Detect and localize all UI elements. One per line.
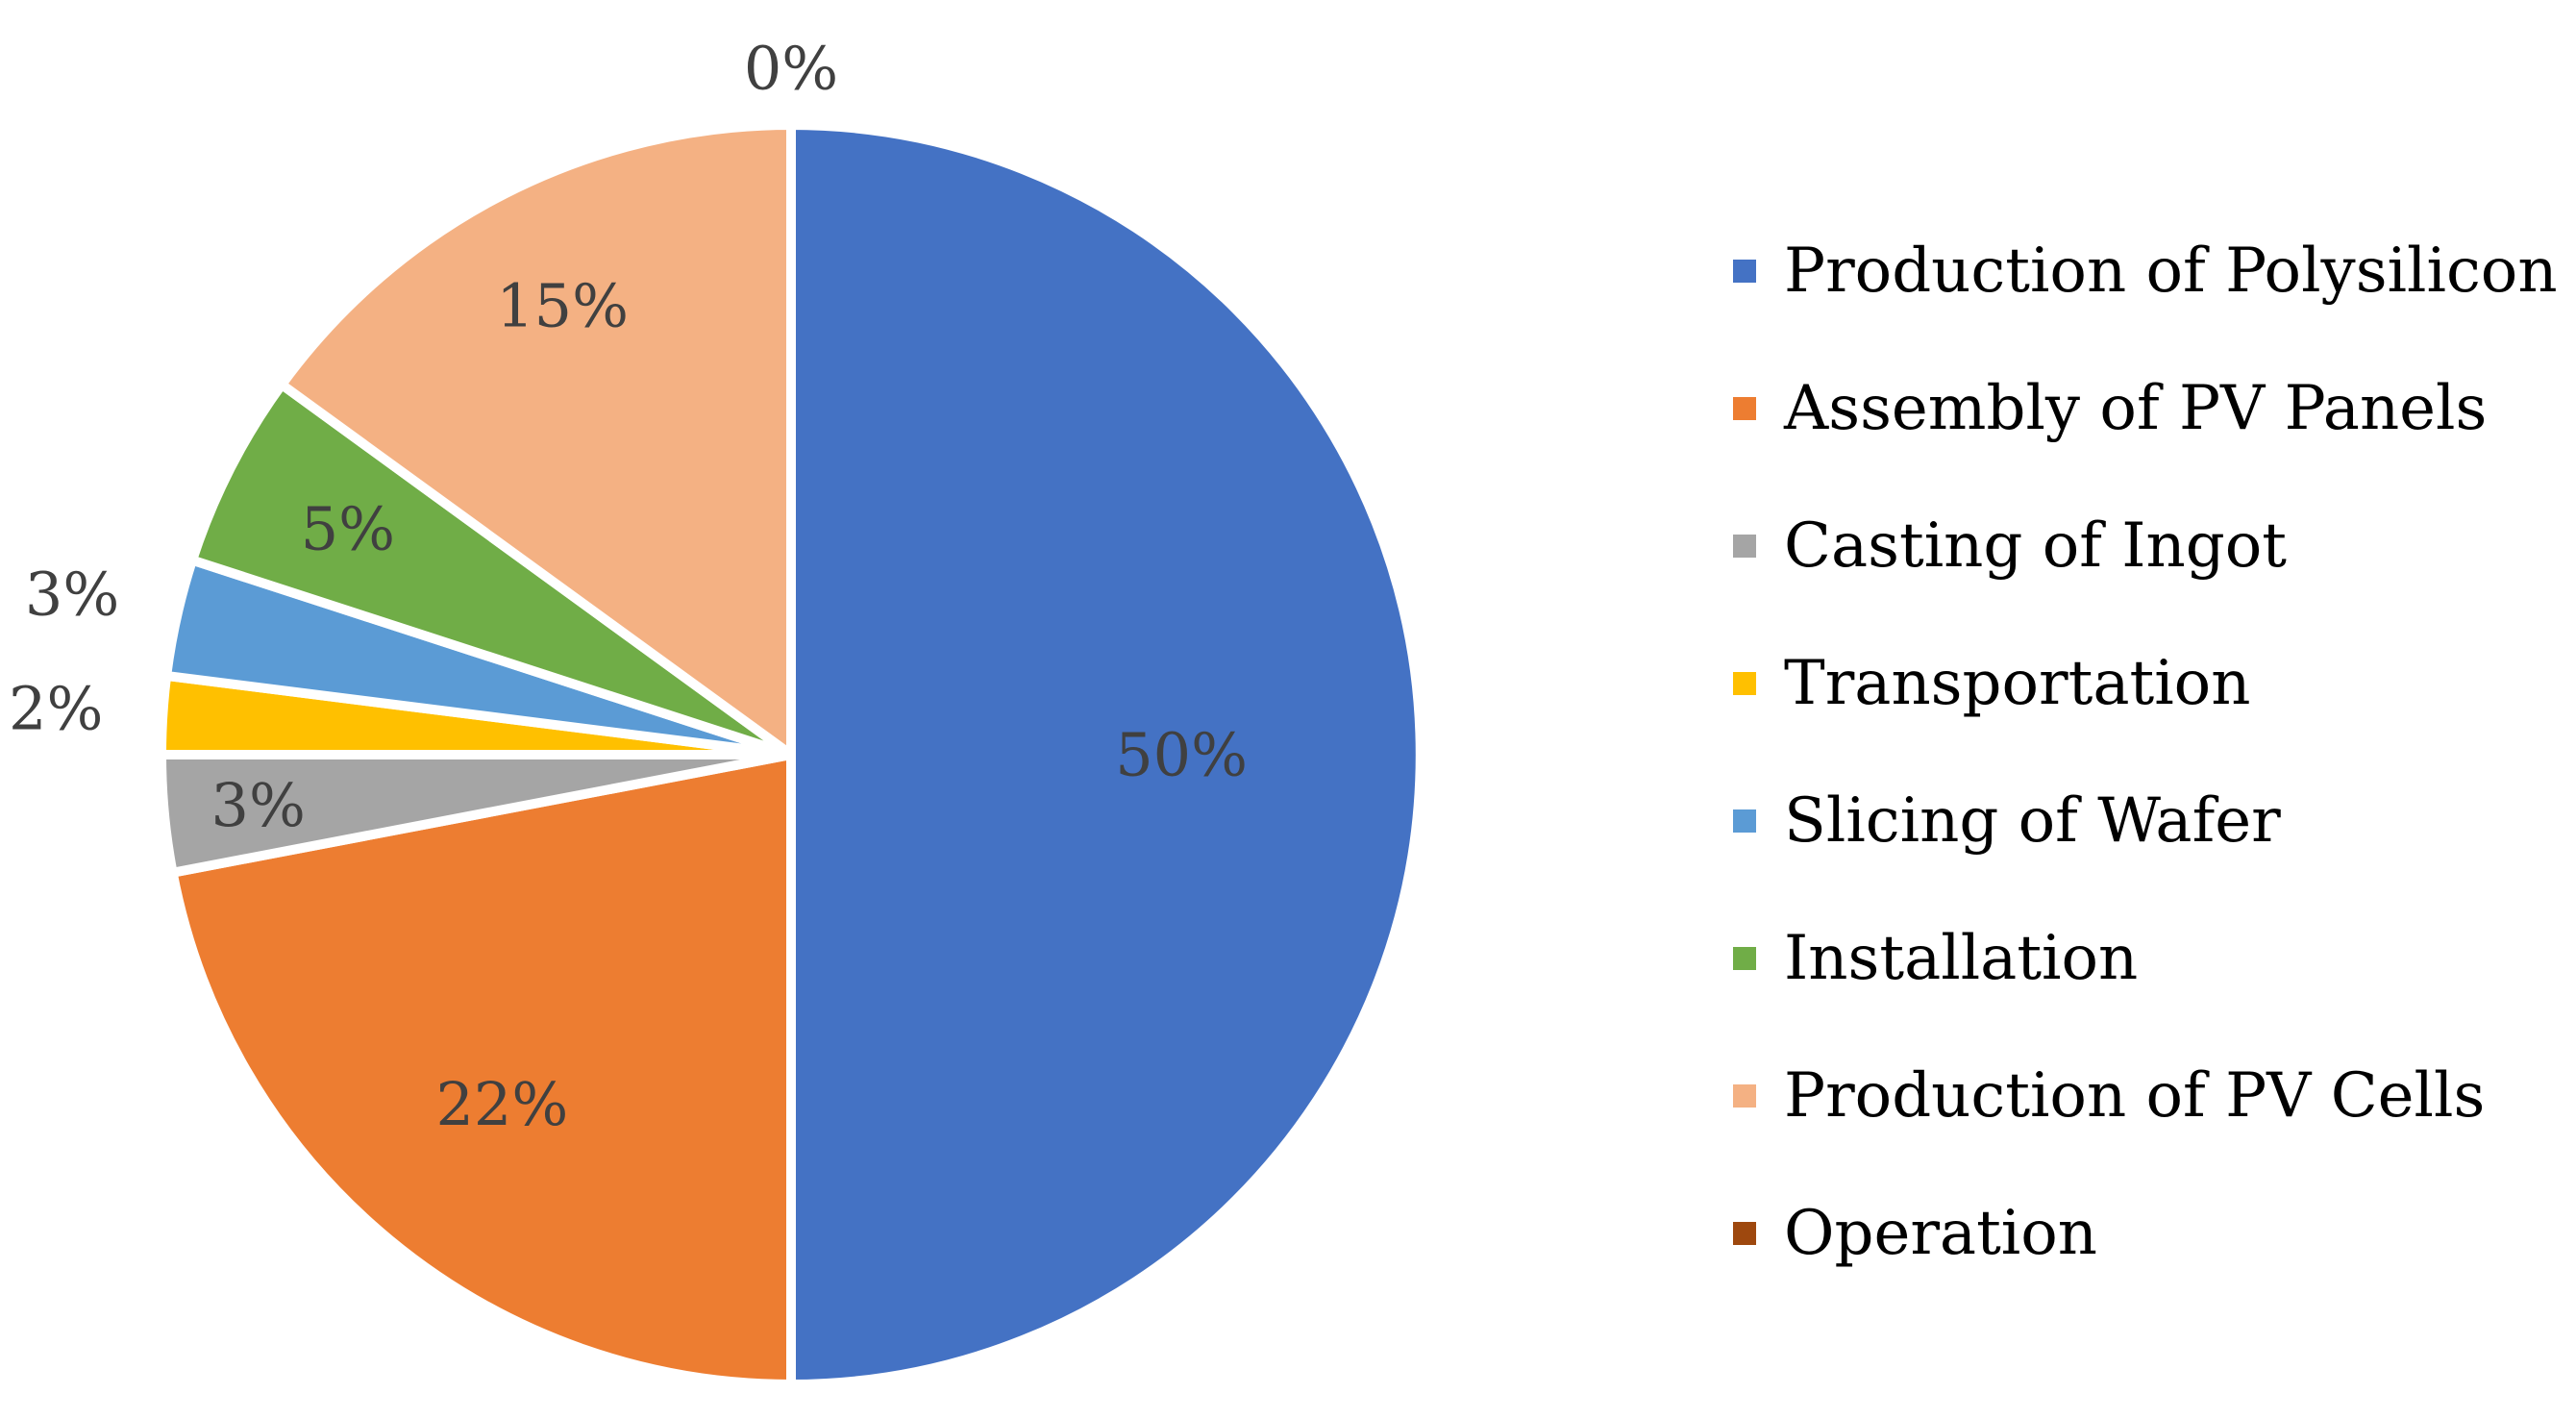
- legend-label-operation: Operation: [1784, 1198, 2097, 1269]
- legend-swatch-transportation: [1733, 672, 1756, 695]
- data-label-production-of-polysilicon: 50%: [1115, 720, 1248, 790]
- slice-assembly-of-pv-panels: [167, 750, 796, 1389]
- slice-production-of-polysilicon: [786, 120, 1425, 1389]
- data-label-transportation: 2%: [9, 673, 103, 743]
- legend-item-transportation: Transportation: [1733, 648, 2250, 719]
- legend-item-operation: Operation: [1733, 1198, 2097, 1269]
- legend-item-installation: Installation: [1733, 923, 2138, 994]
- data-label-assembly-of-pv-panels: 22%: [435, 1069, 568, 1139]
- data-label-operation: 0%: [744, 34, 838, 104]
- data-label-installation: 5%: [301, 494, 395, 564]
- legend-label-slicing-of-wafer: Slicing of Wafer: [1784, 785, 2281, 857]
- legend-label-production-of-pv-cells: Production of PV Cells: [1784, 1060, 2485, 1132]
- pie-labels: 50% 22% 3% 2% 3% 5% 15% 0%: [9, 34, 1248, 1139]
- legend: Production of Polysilicon Assembly of PV …: [1733, 236, 2558, 1269]
- data-label-casting-of-ingot: 3%: [211, 770, 306, 840]
- legend-swatch-slicing-of-wafer: [1733, 809, 1756, 833]
- legend-swatch-production-of-pv-cells: [1733, 1084, 1756, 1108]
- legend-swatch-operation: [1733, 1222, 1756, 1245]
- slice-installation: [187, 380, 796, 759]
- legend-item-slicing-of-wafer: Slicing of Wafer: [1733, 785, 2281, 857]
- legend-item-assembly-of-pv-panels: Assembly of PV Panels: [1733, 373, 2487, 444]
- legend-item-production-of-polysilicon: Production of Polysilicon: [1733, 236, 2558, 307]
- legend-swatch-assembly-of-pv-panels: [1733, 397, 1756, 420]
- data-label-production-of-pv-cells: 15%: [496, 271, 629, 341]
- legend-label-assembly-of-pv-panels: Assembly of PV Panels: [1783, 373, 2487, 444]
- legend-label-casting-of-ingot: Casting of Ingot: [1784, 510, 2287, 582]
- legend-label-production-of-polysilicon: Production of Polysilicon: [1784, 236, 2558, 307]
- legend-swatch-casting-of-ingot: [1733, 535, 1756, 558]
- slice-production-of-pv-cells: [277, 120, 796, 759]
- legend-item-production-of-pv-cells: Production of PV Cells: [1733, 1060, 2485, 1132]
- legend-swatch-installation: [1733, 947, 1756, 970]
- data-label-slicing-of-wafer: 3%: [25, 559, 119, 629]
- legend-item-casting-of-ingot: Casting of Ingot: [1733, 510, 2287, 582]
- legend-label-installation: Installation: [1784, 923, 2138, 994]
- legend-swatch-production-of-polysilicon: [1733, 260, 1756, 283]
- pie-slices: [157, 120, 1425, 1389]
- legend-label-transportation: Transportation: [1784, 648, 2250, 719]
